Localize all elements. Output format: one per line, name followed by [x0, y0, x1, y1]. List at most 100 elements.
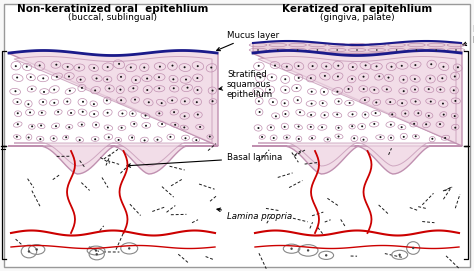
Circle shape [183, 66, 186, 68]
Circle shape [53, 102, 55, 104]
Circle shape [402, 79, 404, 81]
Circle shape [275, 115, 277, 117]
Circle shape [171, 99, 173, 101]
Circle shape [271, 76, 273, 78]
Circle shape [118, 63, 120, 65]
Circle shape [443, 114, 445, 116]
Circle shape [442, 102, 444, 105]
Circle shape [183, 115, 186, 117]
Circle shape [159, 66, 161, 68]
Circle shape [454, 76, 456, 78]
Circle shape [132, 112, 134, 115]
Circle shape [417, 112, 419, 114]
Circle shape [55, 64, 57, 66]
Text: Stratified
squamous
epithelium: Stratified squamous epithelium [219, 70, 273, 99]
Circle shape [325, 254, 328, 257]
Circle shape [56, 76, 58, 78]
Circle shape [415, 101, 417, 102]
Circle shape [118, 139, 119, 141]
Circle shape [310, 114, 312, 116]
Text: Keratinized
layer: Keratinized layer [463, 25, 474, 46]
Circle shape [197, 89, 199, 91]
Circle shape [323, 91, 325, 93]
Circle shape [375, 65, 378, 67]
Circle shape [68, 76, 70, 78]
Circle shape [327, 138, 329, 140]
Circle shape [311, 137, 313, 139]
Text: Mucus layer: Mucus layer [217, 31, 279, 51]
Circle shape [298, 77, 300, 79]
Circle shape [269, 89, 271, 91]
Circle shape [169, 136, 172, 138]
Circle shape [310, 77, 312, 79]
Circle shape [119, 89, 121, 91]
Circle shape [43, 91, 45, 93]
Circle shape [388, 77, 390, 79]
Circle shape [374, 112, 376, 114]
Circle shape [172, 64, 173, 67]
Circle shape [457, 66, 459, 68]
Circle shape [199, 126, 201, 128]
Circle shape [297, 99, 299, 101]
Polygon shape [8, 50, 218, 174]
Circle shape [106, 99, 108, 101]
Circle shape [161, 123, 163, 125]
Circle shape [439, 123, 441, 125]
Circle shape [416, 49, 417, 51]
Circle shape [347, 88, 349, 90]
Circle shape [211, 100, 214, 102]
Circle shape [453, 89, 455, 91]
Circle shape [404, 112, 406, 115]
Circle shape [399, 254, 401, 256]
Text: Basal lamina: Basal lamina [127, 153, 282, 167]
Circle shape [380, 136, 382, 138]
Circle shape [390, 124, 392, 126]
Circle shape [336, 114, 338, 115]
Circle shape [108, 136, 110, 138]
Circle shape [145, 125, 147, 127]
Circle shape [197, 114, 199, 115]
Circle shape [442, 66, 445, 68]
Circle shape [258, 65, 260, 67]
Circle shape [272, 101, 274, 103]
Circle shape [365, 64, 366, 66]
Circle shape [310, 103, 312, 105]
Circle shape [158, 112, 160, 114]
Circle shape [40, 124, 42, 127]
Circle shape [455, 49, 457, 51]
Circle shape [41, 112, 43, 114]
Circle shape [390, 137, 392, 139]
Circle shape [79, 139, 81, 141]
Circle shape [307, 249, 310, 251]
Circle shape [351, 125, 353, 127]
Circle shape [209, 136, 211, 138]
Circle shape [31, 88, 33, 90]
Circle shape [283, 102, 286, 104]
Circle shape [95, 249, 97, 252]
Circle shape [121, 112, 123, 115]
Circle shape [27, 103, 29, 105]
Circle shape [337, 127, 339, 129]
Circle shape [94, 89, 96, 91]
Circle shape [196, 101, 198, 103]
Bar [8, 146, 218, 261]
Circle shape [96, 78, 98, 79]
Circle shape [130, 66, 132, 69]
Circle shape [107, 112, 109, 114]
Circle shape [283, 126, 286, 128]
Circle shape [106, 78, 108, 80]
Circle shape [298, 125, 300, 128]
Circle shape [401, 126, 402, 128]
Circle shape [185, 79, 187, 80]
Polygon shape [14, 56, 212, 166]
Circle shape [454, 127, 456, 129]
Polygon shape [252, 50, 462, 174]
Circle shape [376, 49, 378, 51]
Circle shape [197, 65, 199, 67]
Circle shape [259, 111, 261, 113]
Circle shape [55, 125, 57, 127]
Circle shape [26, 66, 28, 68]
Circle shape [257, 49, 259, 51]
Circle shape [42, 77, 44, 79]
Circle shape [310, 126, 312, 128]
